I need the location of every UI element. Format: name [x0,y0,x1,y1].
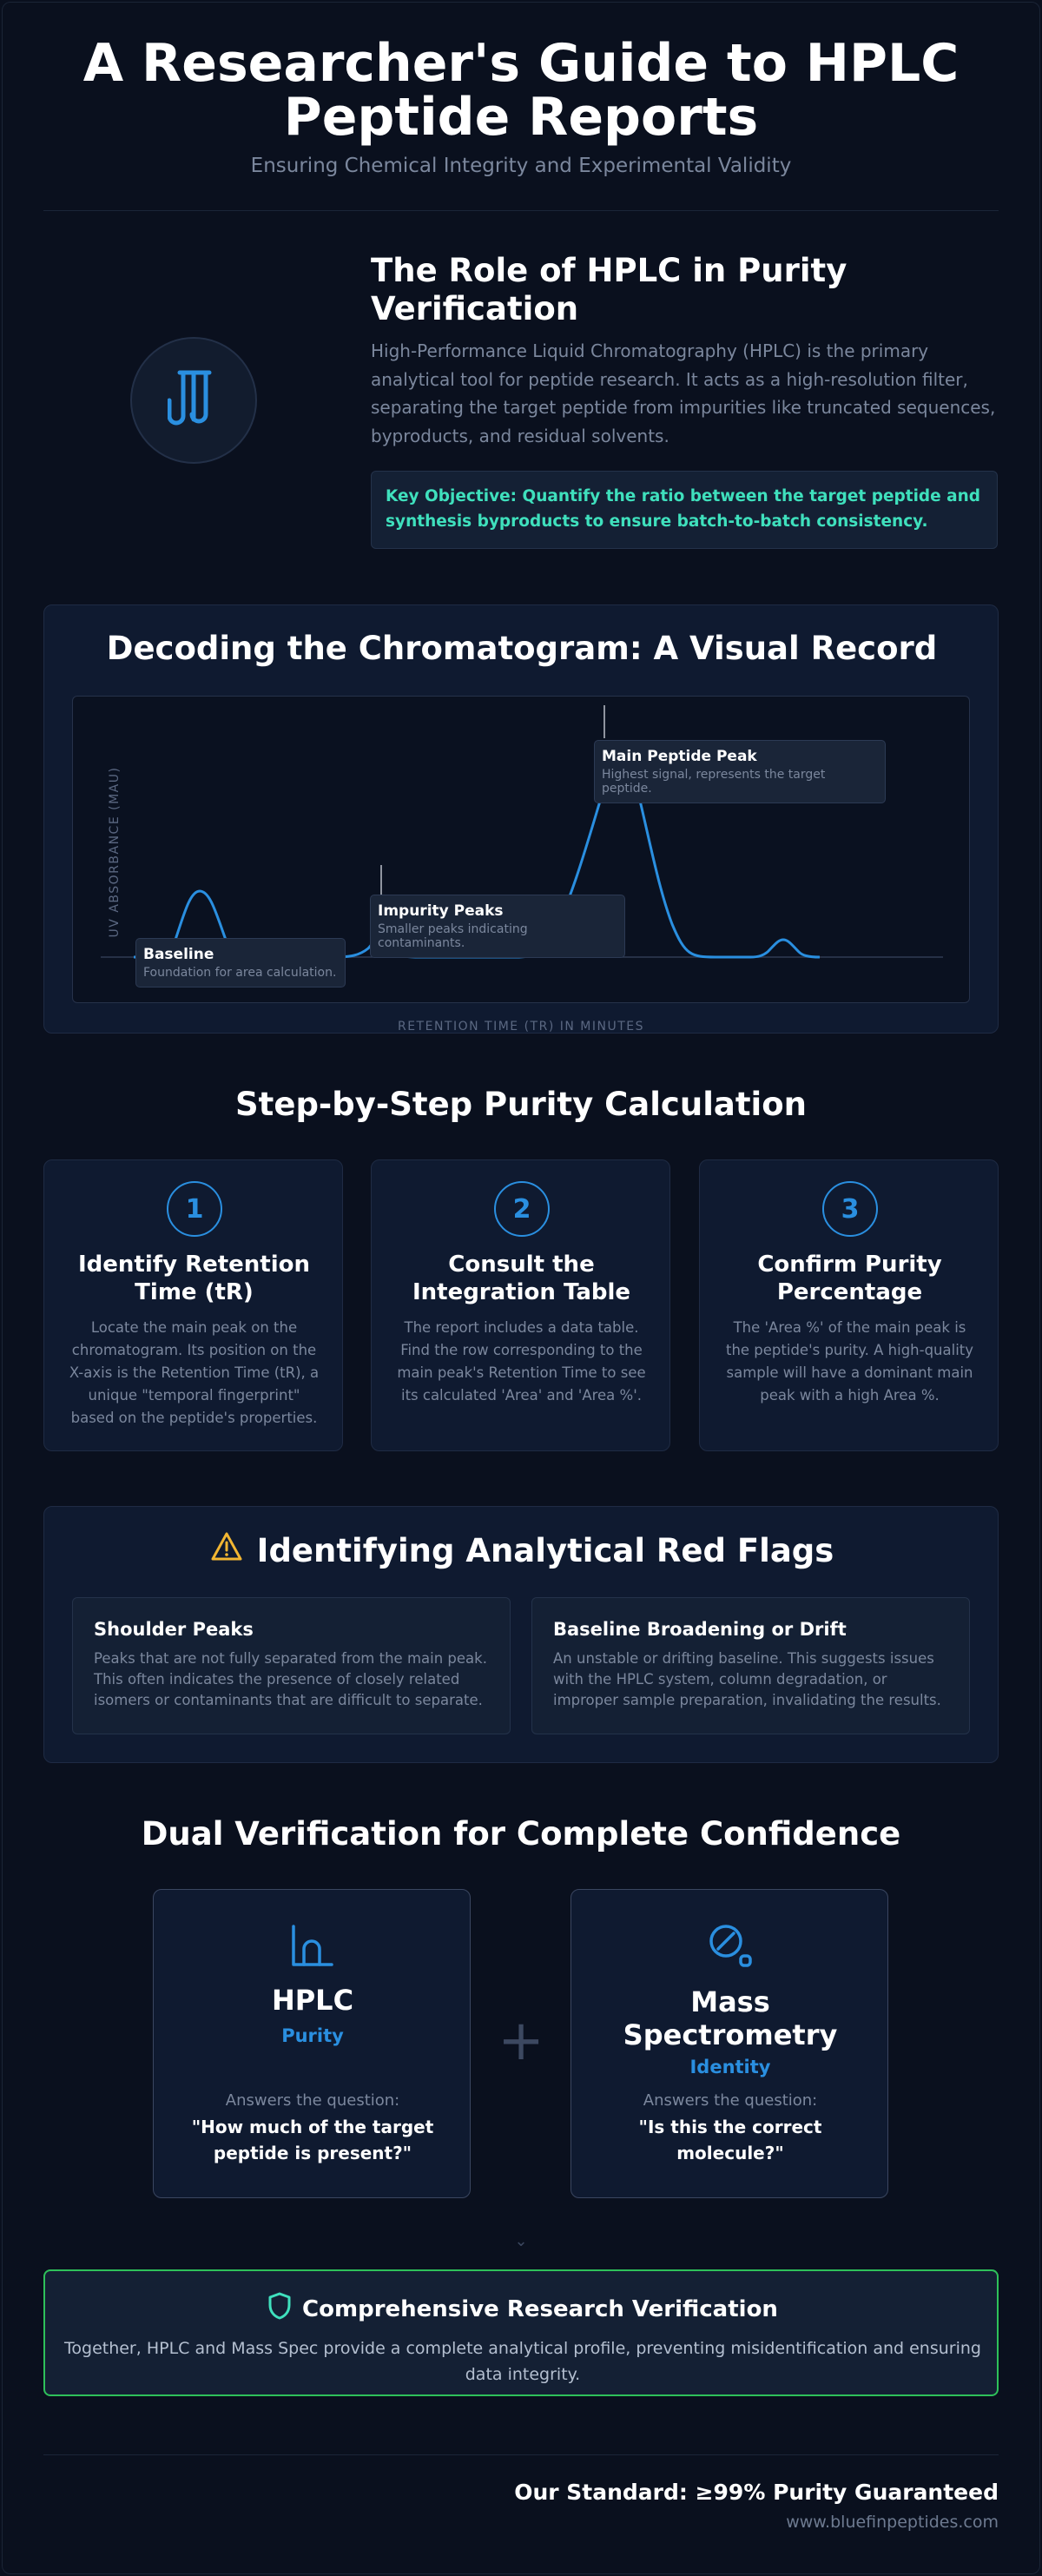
hplc-card: HPLC Purity Answers the question: "How m… [153,1889,471,2198]
step-body: The 'Area %' of the main peak is the pep… [725,1319,974,1404]
main-peak-annotation: Main Peptide Peak Highest signal, repres… [594,740,886,803]
baseline-annotation-desc: Foundation for area calculation. [143,966,337,980]
page-title-line-2: Peptide Reports [283,87,759,148]
y-axis-label: UV ABSORBANCE (MAU) [108,766,122,938]
chromatogram-title: Decoding the Chromatogram: A Visual Reco… [106,630,938,667]
key-objective: Key Objective: Quantify the ratio betwee… [371,471,998,549]
page-title-line-1: A Researcher's Guide to HPLC [82,33,960,94]
purity-standard: Our Standard: ≥99% Purity Guaranteed [514,2480,999,2505]
step-card-2: 2 Consult the Integration Table The repo… [371,1159,670,1451]
impurity-annotation: Impurity Peaks Smaller peaks indicating … [370,895,625,958]
hplc-name: HPLC [271,1984,354,2017]
steps-title: Step-by-Step Purity Calculation [235,1086,807,1123]
role-title: The Role of HPLC in Purity Verification [371,252,847,327]
test-tubes-icon [130,337,257,464]
step-title: Confirm Purity Percentage [757,1252,942,1305]
shield-icon [267,2292,292,2326]
step-body: The report includes a data table. Find t… [397,1319,646,1404]
chromatogram-card: Decoding the Chromatogram: A Visual Reco… [43,604,999,1034]
comprehensive-title-text: Comprehensive Research Verification [302,2295,778,2322]
step-body: Locate the main peak on the chromatogram… [69,1319,320,1426]
red-flags-card: Identifying Analytical Red Flags Shoulde… [43,1506,999,1763]
step-number: 1 [167,1181,222,1237]
role-body: High-Performance Liquid Chromatography (… [371,340,996,446]
baseline-annotation-title: Baseline [143,946,214,963]
red-flag-title: Baseline Broadening or Drift [553,1619,847,1640]
hplc-kind: Purity [281,2025,344,2046]
divider [43,2454,999,2455]
step-number: 3 [822,1181,878,1237]
divider [43,210,999,211]
comprehensive-body: Together, HPLC and Mass Spec provide a c… [64,2339,981,2384]
red-flag-body: Peaks that are not fully separated from … [94,1650,487,1708]
main-peak-annotation-desc: Highest signal, represents the target pe… [602,768,826,796]
impurity-annotation-title: Impurity Peaks [378,902,504,920]
red-flags-title: Identifying Analytical Red Flags [44,1531,999,1570]
step-title: Consult the Integration Table [412,1252,631,1305]
chromatogram-plot: Baseline Foundation for area calculation… [72,696,970,1003]
step-number: 2 [494,1181,550,1237]
mass-spec-question: "Is this the correct molecule?" [638,2117,822,2163]
step-card-1: 1 Identify Retention Time (tR) Locate th… [43,1159,343,1451]
plus-sign: + [498,2009,544,2073]
page-subtitle: Ensuring Chemical Integrity and Experime… [250,155,792,177]
chevron-down-icon: ⌄ [514,2232,528,2250]
website-link[interactable]: www.bluefinpeptides.com [786,2513,999,2532]
hplc-question: "How much of the target peptide is prese… [191,2117,434,2163]
page-title: A Researcher's Guide to HPLC Peptide Rep… [0,36,1042,144]
step-card-3: 3 Confirm Purity Percentage The 'Area %'… [699,1159,999,1451]
comprehensive-title: Comprehensive Research Verification [45,2292,1000,2326]
mass-spec-name: Mass Spectrometry [623,1985,838,2051]
mass-spec-kind: Identity [689,2057,771,2077]
warning-icon [210,1531,243,1570]
red-flag-item: Shoulder Peaks Peaks that are not fully … [72,1597,511,1734]
main-peak-annotation-title: Main Peptide Peak [602,748,757,765]
step-title: Identify Retention Time (tR) [77,1252,311,1305]
x-axis-label: RETENTION TIME (TR) IN MINUTES [397,1020,645,1034]
flask-chart-icon [154,1923,472,1968]
red-flag-title: Shoulder Peaks [94,1619,254,1640]
mass-spec-question-intro: Answers the question: [643,2091,818,2110]
dual-verification-title: Dual Verification for Complete Confidenc… [141,1815,901,1853]
red-flags-title-text: Identifying Analytical Red Flags [256,1532,834,1569]
mass-spec-card: Mass Spectrometry Identity Answers the q… [570,1889,888,2198]
magnifier-icon [571,1923,889,1968]
red-flag-item: Baseline Broadening or Drift An unstable… [531,1597,970,1734]
baseline-annotation: Baseline Foundation for area calculation… [135,938,346,987]
hplc-question-intro: Answers the question: [225,2091,400,2110]
comprehensive-verification-banner: Comprehensive Research Verification Toge… [43,2269,999,2396]
impurity-annotation-desc: Smaller peaks indicating contaminants. [378,922,528,950]
red-flag-body: An unstable or drifting baseline. This s… [553,1650,941,1708]
header: A Researcher's Guide to HPLC Peptide Rep… [0,36,1042,177]
